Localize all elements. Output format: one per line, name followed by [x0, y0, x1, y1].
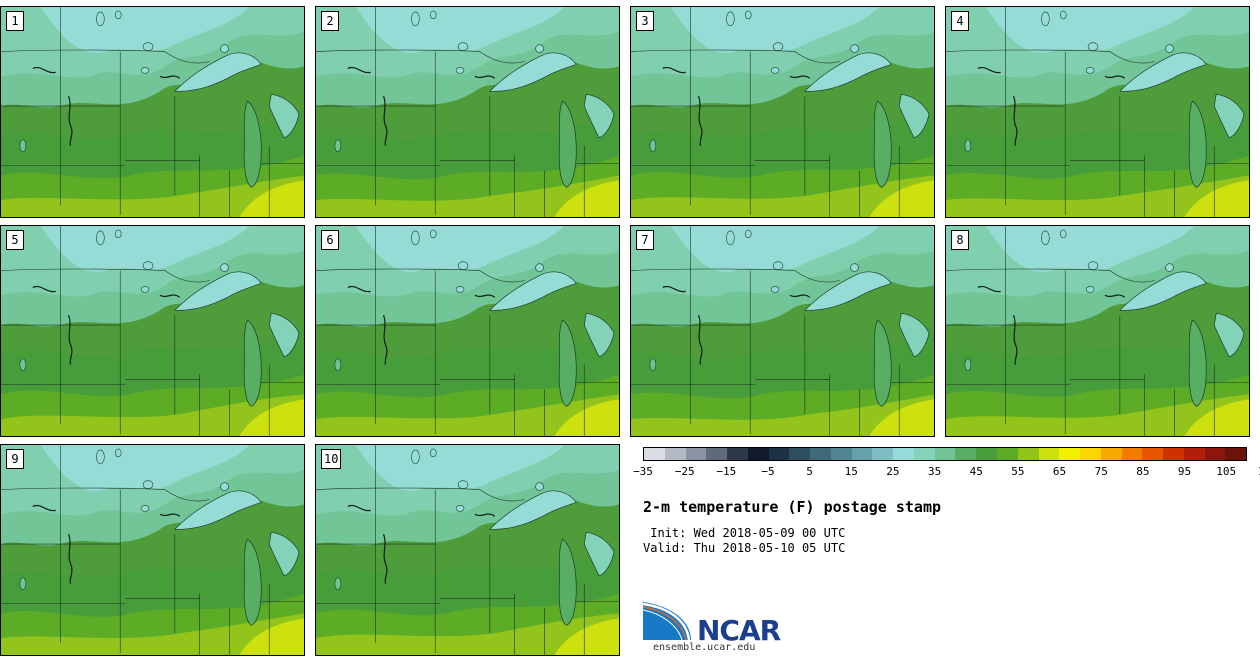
colorbar-cell [913, 448, 935, 460]
valid-time: Valid: Thu 2018-05-10 05 UTC [643, 541, 846, 555]
ensemble-member-map: 4 [945, 6, 1250, 218]
ensemble-member-map: 7 [630, 225, 935, 437]
colorbar-tick-label: 95 [1177, 465, 1192, 478]
member-number-label: 8 [951, 230, 969, 250]
ensemble-member-map: 6 [315, 225, 620, 437]
colorbar-tick-label: −35 [633, 465, 653, 478]
member-number-label: 9 [6, 449, 24, 469]
colorbar-tick-label: 85 [1136, 465, 1150, 478]
colorbar-cell [1183, 448, 1205, 460]
colorbar-cell [706, 448, 728, 460]
colorbar-tick-label: 35 [927, 465, 942, 478]
colorbar-cell [893, 448, 914, 460]
colorbar-cell [810, 448, 831, 460]
figure-title: 2-m temperature (F) postage stamp [643, 498, 942, 516]
temperature-map [1, 7, 304, 217]
colorbar-tick-label: −15 [716, 465, 737, 478]
colorbar-cell [851, 448, 873, 460]
colorbar-cell [685, 448, 707, 460]
colorbar-tick-label: 25 [886, 465, 900, 478]
colorbar-cell [1142, 448, 1164, 460]
temperature-colorbar [643, 447, 1247, 461]
colorbar-cell [830, 448, 852, 460]
temperature-map [631, 7, 934, 217]
colorbar-cell [934, 448, 956, 460]
init-time: Init: Wed 2018-05-09 00 UTC [643, 526, 846, 540]
colorbar-cell [1080, 448, 1101, 460]
colorbar-cell [727, 448, 748, 460]
temperature-map [316, 7, 619, 217]
member-number-label: 7 [636, 230, 654, 250]
temperature-map [946, 226, 1249, 436]
colorbar-tick-label: 45 [969, 465, 983, 478]
colorbar-cell [664, 448, 686, 460]
forecast-times: Init: Wed 2018-05-09 00 UTC Valid: Thu 20… [643, 526, 845, 556]
ensemble-member-map: 9 [0, 444, 305, 656]
temperature-map [316, 226, 619, 436]
temperature-map [946, 7, 1249, 217]
member-number-label: 10 [321, 449, 342, 469]
ensemble-url: ensemble.ucar.edu [653, 642, 756, 653]
colorbar-tick-label: −25 [674, 465, 695, 478]
colorbar-tick-label: −5 [761, 465, 775, 478]
colorbar-tick-labels: −35 −25 −15 −5 5 15 25 35 45 55 65 75 85 95 105 115 [633, 465, 1260, 481]
colorbar-cell [1017, 448, 1039, 460]
colorbar-tick-label: 15 [844, 465, 858, 478]
colorbar-cell [1100, 448, 1122, 460]
colorbar-cell [1038, 448, 1060, 460]
member-number-label: 1 [6, 11, 24, 31]
colorbar-tick-label: 115 [1258, 465, 1260, 478]
temperature-map [631, 226, 934, 436]
ncar-wordmark: NCAR [697, 614, 781, 647]
colorbar-tick-label: 65 [1052, 465, 1067, 478]
colorbar-cell [789, 448, 811, 460]
colorbar-tick-label: 105 [1216, 465, 1237, 478]
colorbar-cell [644, 448, 665, 460]
ncar-logo-icon [643, 602, 691, 641]
ensemble-member-map: 10 [315, 444, 620, 656]
colorbar-cell [976, 448, 998, 460]
colorbar-tick-label: 5 [806, 465, 813, 478]
temperature-map [1, 445, 304, 655]
temperature-map [1, 226, 304, 436]
ensemble-member-map: 2 [315, 6, 620, 218]
member-number-label: 4 [951, 11, 969, 31]
colorbar-cell [997, 448, 1018, 460]
colorbar-cell [747, 448, 769, 460]
colorbar-tick-label: 75 [1094, 465, 1108, 478]
ensemble-member-map: 5 [0, 225, 305, 437]
colorbar-cell [955, 448, 977, 460]
colorbar-cell [768, 448, 790, 460]
ensemble-member-map: 1 [0, 6, 305, 218]
colorbar-tick-label: 55 [1011, 465, 1025, 478]
colorbar-cell [1204, 448, 1226, 460]
member-number-label: 6 [321, 230, 339, 250]
colorbar-cell [1163, 448, 1184, 460]
member-number-label: 3 [636, 11, 654, 31]
colorbar-cell [1059, 448, 1081, 460]
colorbar-cell [1121, 448, 1143, 460]
member-number-label: 5 [6, 230, 24, 250]
ensemble-member-map: 8 [945, 225, 1250, 437]
temperature-map [316, 445, 619, 655]
member-number-label: 2 [321, 11, 339, 31]
ensemble-member-map: 3 [630, 6, 935, 218]
colorbar-cell [1225, 448, 1247, 460]
colorbar-cell [872, 448, 894, 460]
